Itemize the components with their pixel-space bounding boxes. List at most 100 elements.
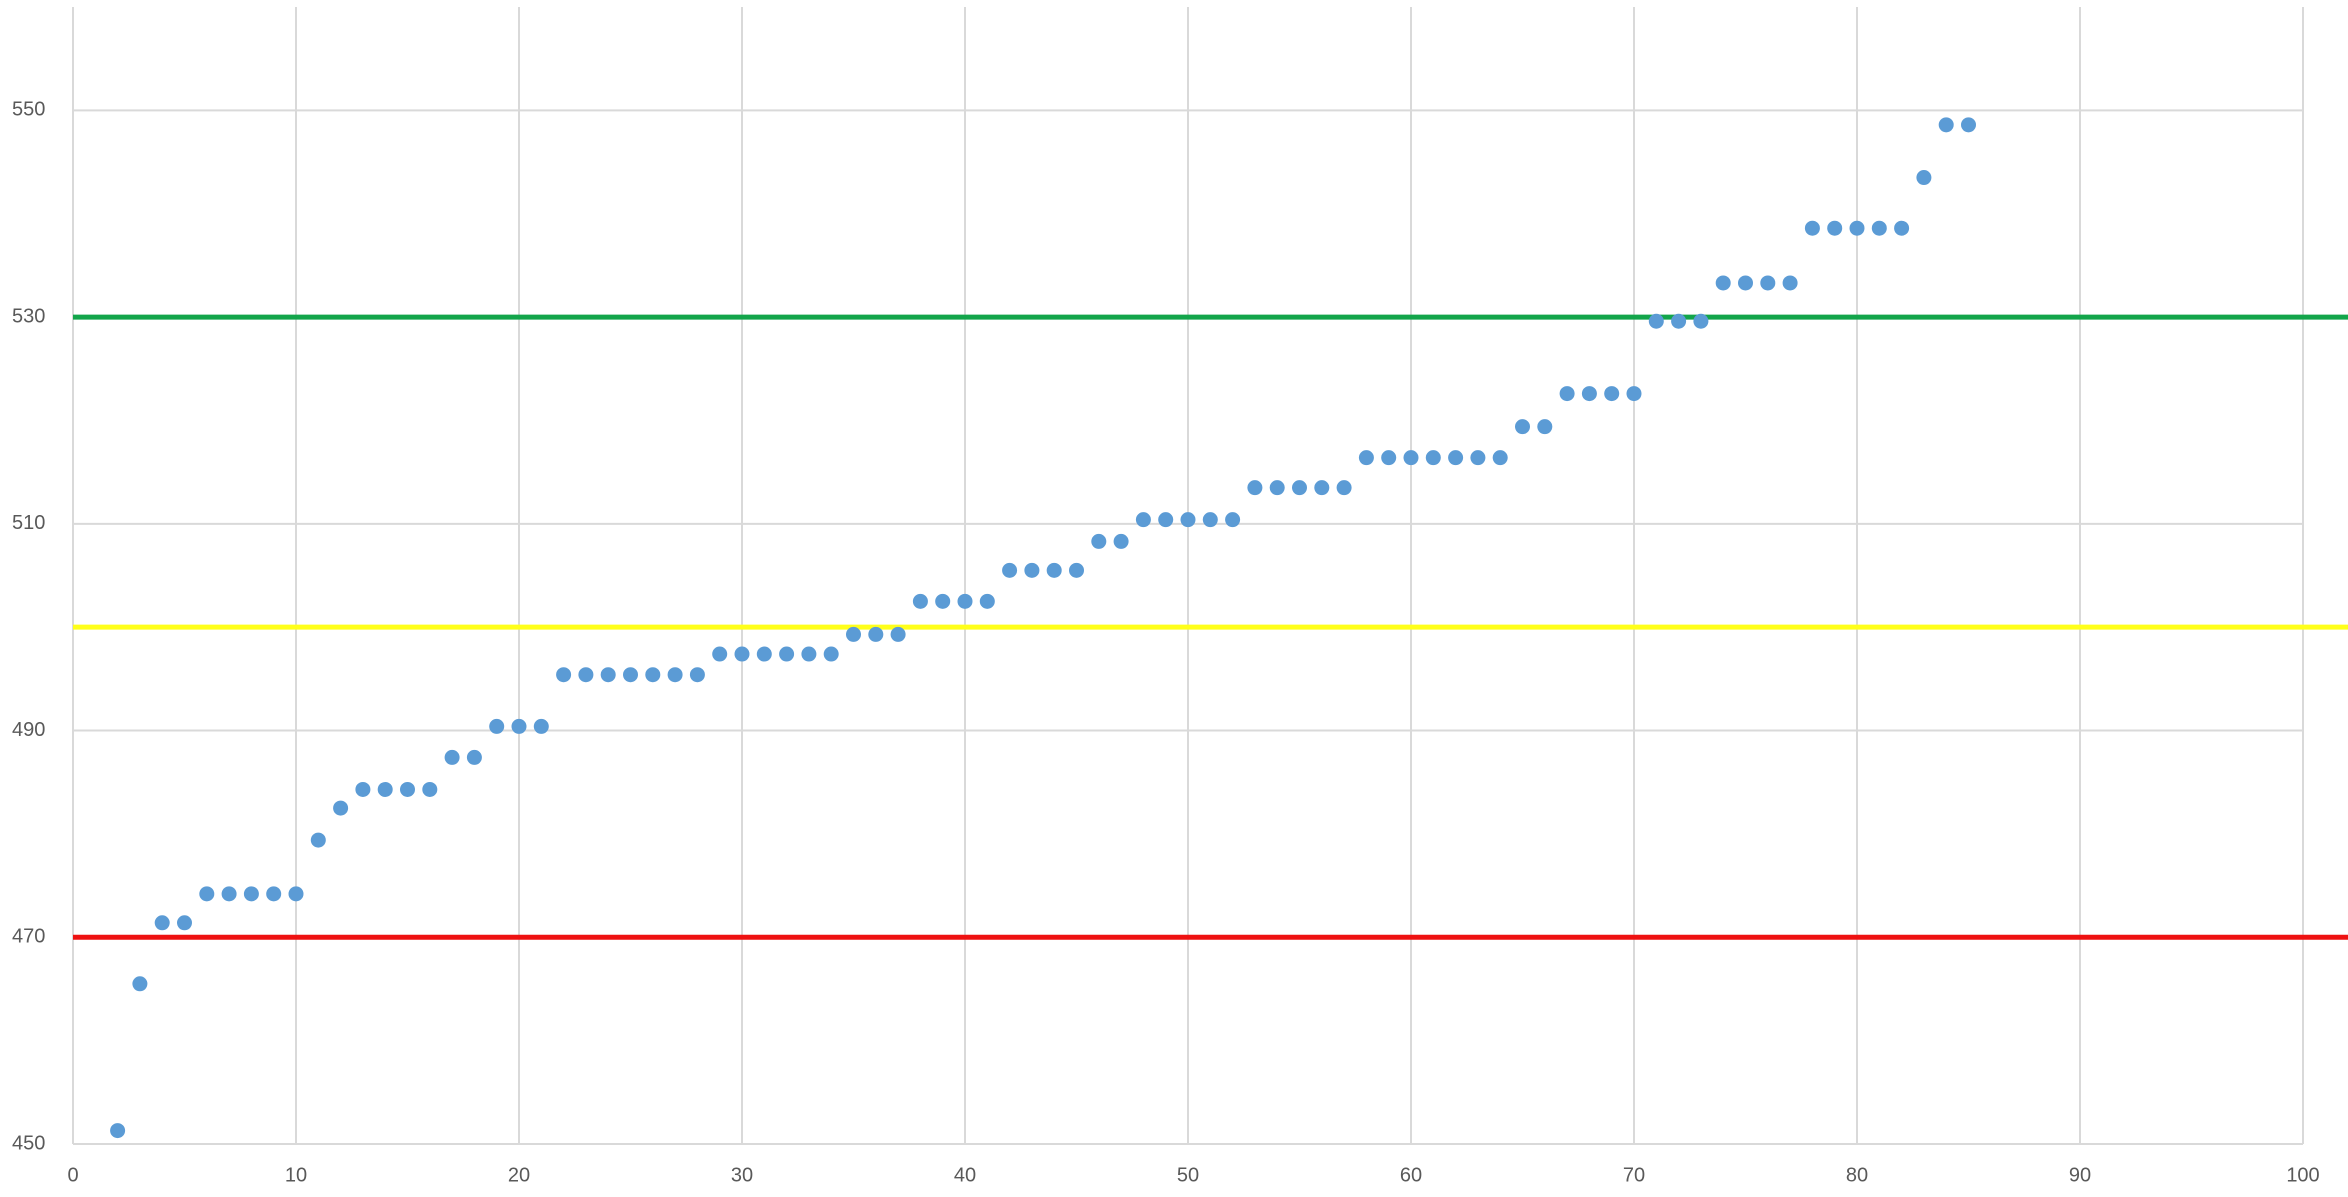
point — [310, 832, 326, 848]
point — [355, 781, 371, 797]
point — [1916, 170, 1932, 186]
point — [1738, 275, 1753, 291]
point — [578, 667, 594, 683]
y-tick-label: 450 — [12, 1132, 45, 1154]
point — [801, 646, 817, 662]
point — [1760, 275, 1776, 291]
point — [957, 593, 973, 609]
point — [1314, 480, 1330, 496]
x-tick-label: 0 — [67, 1164, 78, 1186]
point — [712, 646, 728, 662]
point — [243, 886, 259, 902]
point — [1804, 220, 1820, 236]
x-tick-label: 80 — [1846, 1164, 1868, 1186]
point — [444, 749, 460, 765]
point — [1202, 512, 1218, 528]
point — [533, 718, 549, 734]
point — [1247, 480, 1263, 496]
point — [912, 593, 928, 609]
point — [1292, 480, 1307, 496]
point — [1515, 419, 1530, 435]
point — [1225, 512, 1241, 528]
point — [556, 667, 572, 683]
point — [846, 626, 861, 642]
point — [1827, 220, 1843, 236]
point — [600, 667, 616, 683]
y-tick-label: 550 — [12, 99, 45, 121]
point — [1024, 562, 1040, 578]
point — [1871, 220, 1887, 236]
point — [511, 718, 527, 734]
point — [1537, 419, 1553, 435]
point — [1158, 512, 1174, 528]
point — [1470, 450, 1486, 466]
point — [489, 718, 505, 734]
y-tick-label: 510 — [12, 512, 45, 534]
point — [1358, 450, 1374, 466]
point — [1135, 512, 1151, 528]
point — [266, 886, 282, 902]
y-tick-label: 530 — [12, 305, 45, 327]
x-tick-label: 40 — [954, 1164, 976, 1186]
point — [1448, 450, 1464, 466]
point — [1648, 313, 1664, 329]
point — [823, 646, 839, 662]
point — [221, 886, 237, 902]
x-tick-label: 30 — [731, 1164, 753, 1186]
y-tick-label: 490 — [12, 719, 45, 741]
point — [979, 593, 995, 609]
point — [1961, 117, 1976, 133]
point — [1894, 220, 1910, 236]
x-tick-label: 70 — [1623, 1164, 1645, 1186]
point — [1381, 450, 1397, 466]
point — [890, 626, 906, 642]
point — [645, 667, 661, 683]
point — [154, 915, 170, 931]
point — [1849, 220, 1865, 236]
point — [667, 667, 683, 683]
point — [935, 593, 951, 609]
point — [333, 800, 349, 816]
x-tick-label: 10 — [285, 1164, 307, 1186]
point — [1425, 450, 1441, 466]
point — [1938, 117, 1954, 133]
point — [1782, 275, 1798, 291]
point — [1559, 386, 1575, 402]
point — [689, 667, 705, 683]
point — [199, 886, 215, 902]
point — [1604, 386, 1620, 402]
point — [422, 781, 438, 797]
point — [110, 1123, 126, 1139]
point — [400, 781, 415, 797]
point — [466, 749, 482, 765]
point — [288, 886, 304, 902]
point — [1002, 562, 1018, 578]
point — [1336, 480, 1352, 496]
x-tick-label: 90 — [2069, 1164, 2091, 1186]
point — [1693, 313, 1709, 329]
point — [1069, 562, 1084, 578]
point — [1581, 386, 1597, 402]
x-tick-label: 20 — [508, 1164, 530, 1186]
point — [1091, 533, 1107, 549]
x-tick-label: 100 — [2286, 1164, 2319, 1186]
point — [1671, 313, 1687, 329]
point — [132, 976, 148, 992]
point — [756, 646, 772, 662]
point — [1269, 480, 1285, 496]
point — [779, 646, 795, 662]
point — [623, 667, 638, 683]
y-tick-label: 470 — [12, 926, 45, 948]
point — [1715, 275, 1731, 291]
point — [377, 781, 393, 797]
point — [1492, 450, 1508, 466]
point — [1113, 533, 1129, 549]
point — [1403, 450, 1419, 466]
x-tick-label: 50 — [1177, 1164, 1199, 1186]
point — [734, 646, 750, 662]
point — [868, 626, 884, 642]
x-tick-label: 60 — [1400, 1164, 1422, 1186]
point — [1046, 562, 1062, 578]
point — [1626, 386, 1642, 402]
